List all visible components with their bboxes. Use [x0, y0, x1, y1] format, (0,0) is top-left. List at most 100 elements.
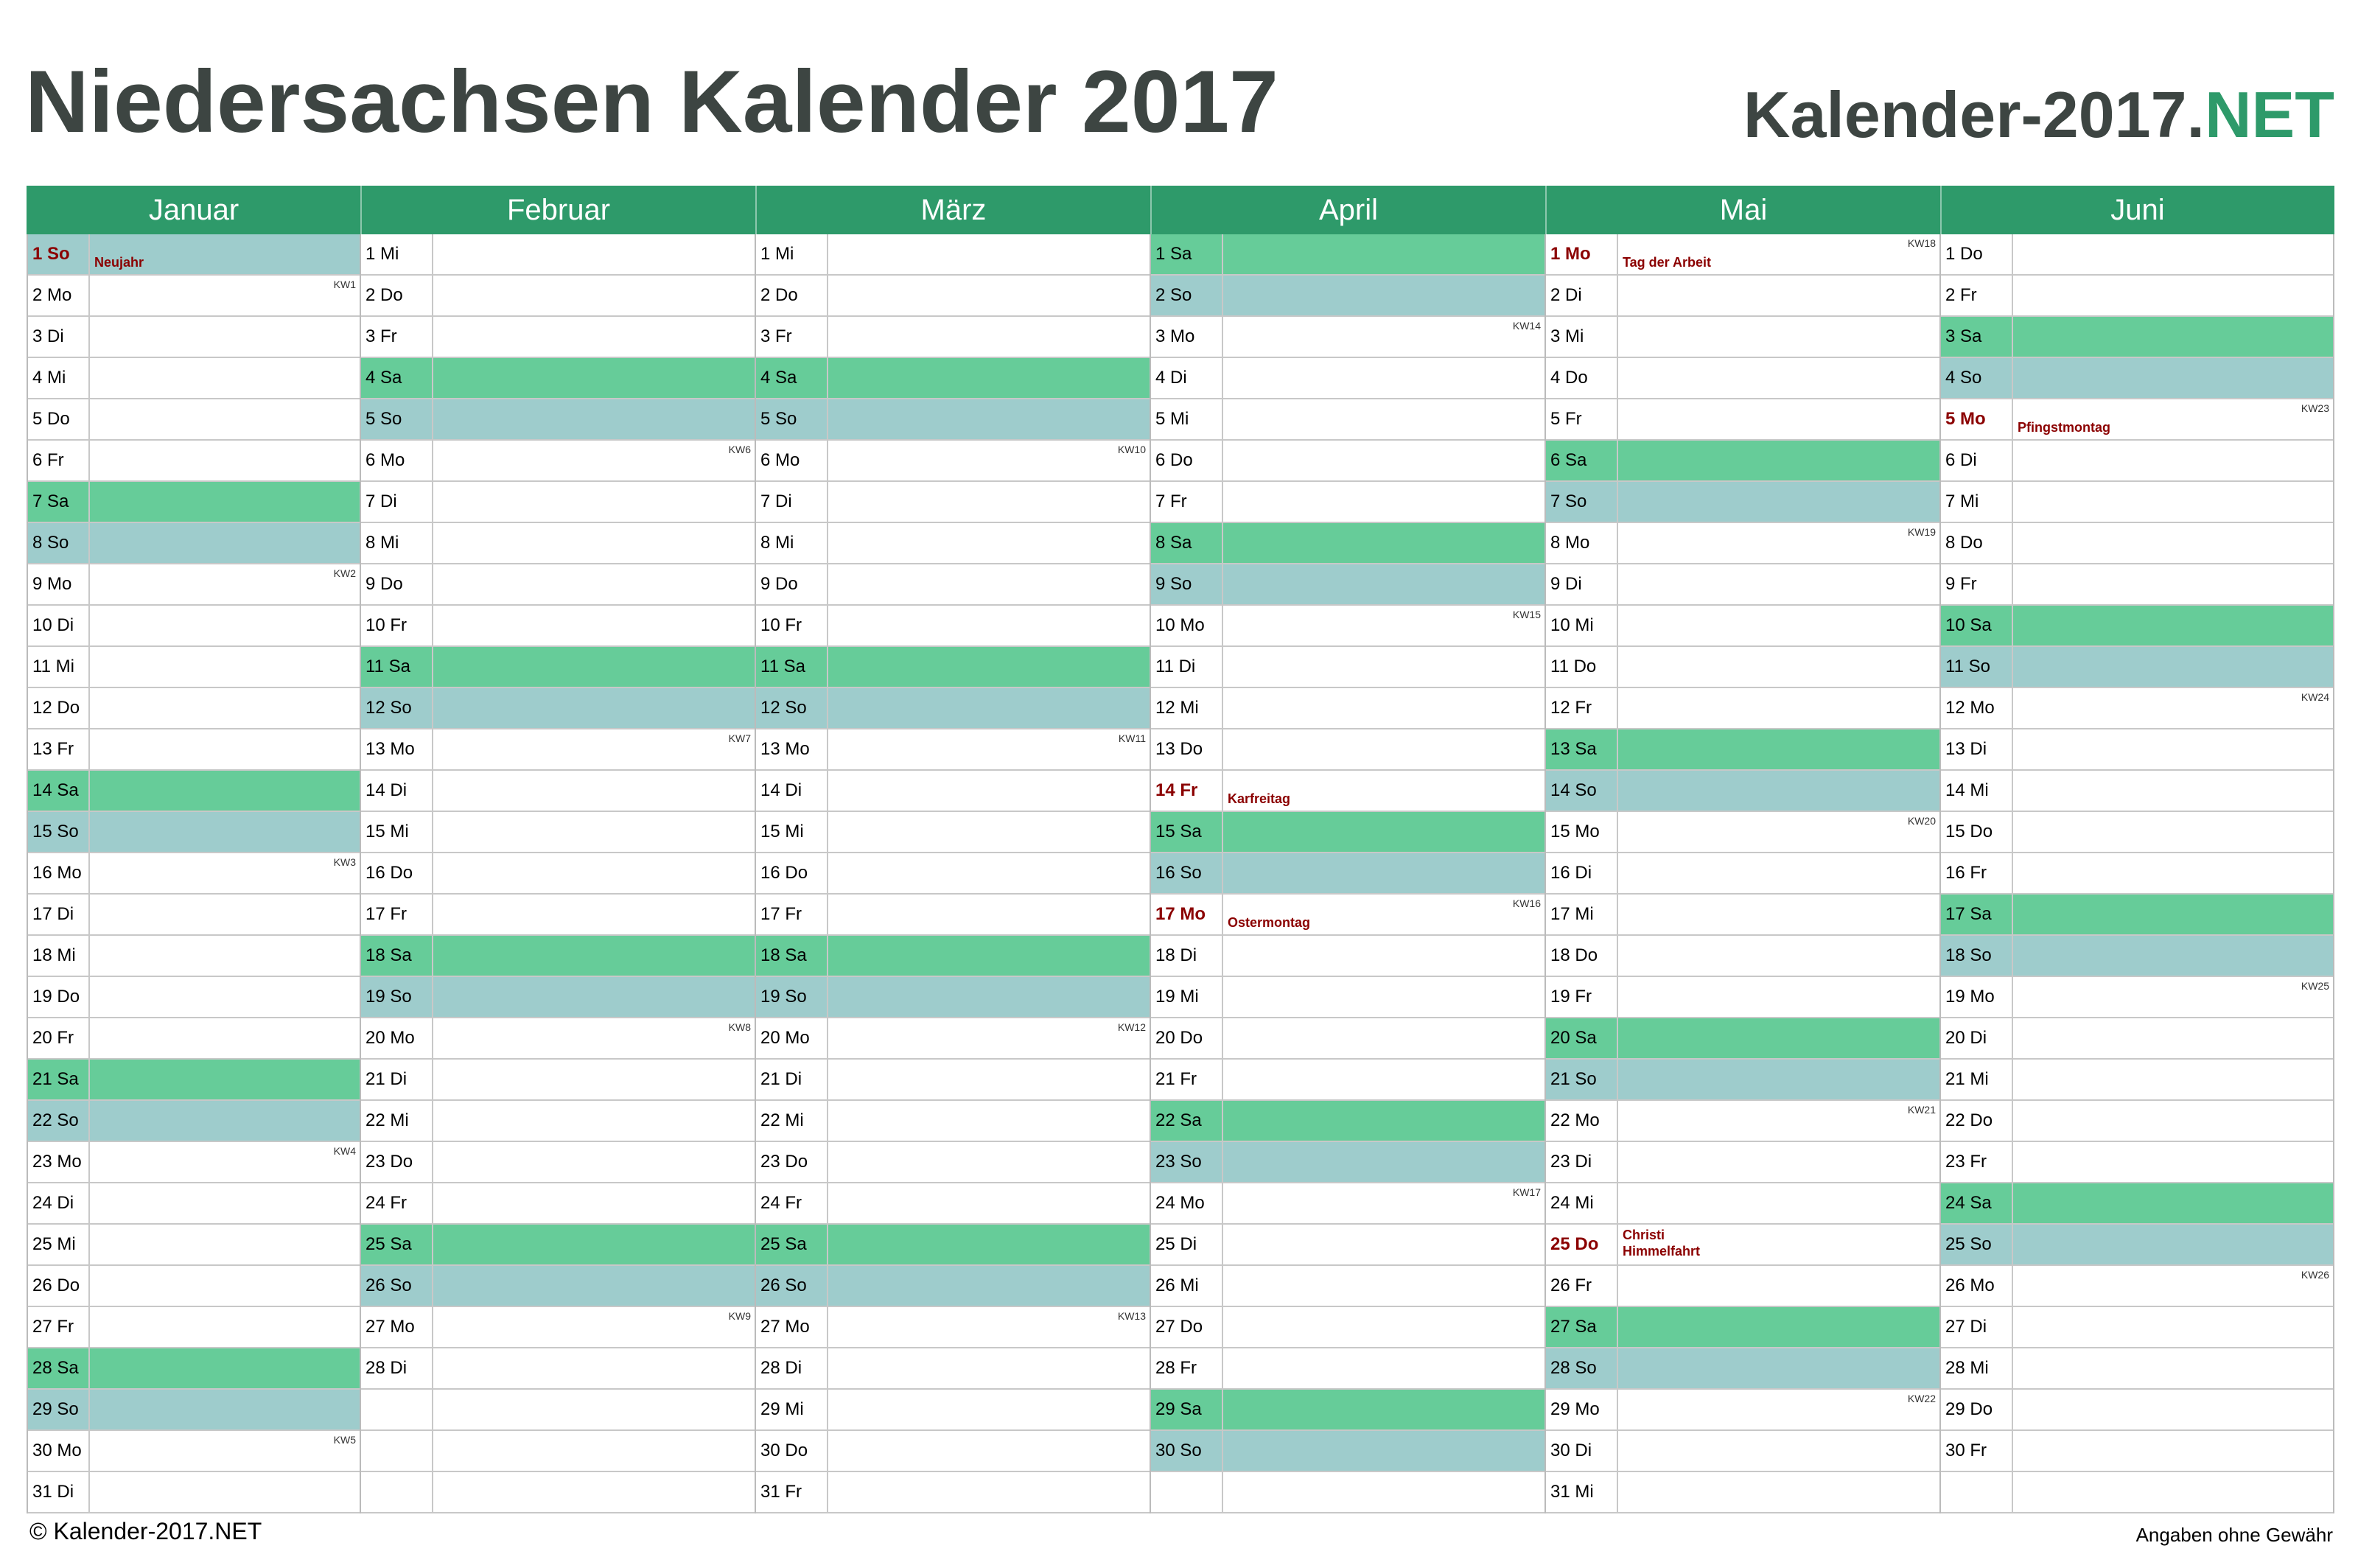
day-row: 26 So [361, 1266, 755, 1307]
day-row: 16 Fr [1941, 853, 2333, 895]
holiday-name: Pfingstmontag [2018, 420, 2110, 435]
day-row: 25 Sa [361, 1225, 755, 1266]
day-row: 22 So [28, 1101, 360, 1142]
day-label: 17 Sa [1941, 895, 2013, 934]
day-row: 14 Mi [1941, 771, 2333, 812]
day-row: 6 Mo KW10 [756, 441, 1150, 482]
day-row: 29 Mo KW22 [1546, 1390, 1939, 1431]
day-row: 10 Fr [361, 606, 755, 647]
day-row: 1 Mi [756, 234, 1150, 276]
day-row: 10 Sa [1941, 606, 2333, 647]
day-label: 6 Sa [1546, 441, 1618, 480]
day-label: 11 Sa [756, 647, 828, 687]
day-label: 19 Do [28, 977, 90, 1017]
day-label: 21 So [1546, 1060, 1618, 1099]
day-row: 12 Mo KW24 [1941, 688, 2333, 729]
month-header-0: Januar [148, 193, 239, 226]
day-row: 8 Mi [361, 523, 755, 564]
day-row: 17 Di [28, 895, 360, 936]
day-label: 19 Mi [1151, 977, 1223, 1017]
day-row: 26 So [756, 1266, 1150, 1307]
calendar-week-number: KW2 [333, 567, 356, 579]
day-row: 14 So [1546, 771, 1939, 812]
day-row: 19 Do [28, 977, 360, 1018]
day-label: 4 Di [1151, 358, 1223, 398]
day-row: 1 Mo Tag der Arbeit KW18 [1546, 234, 1939, 276]
day-label: 31 Di [28, 1472, 90, 1512]
day-label: 7 So [1546, 482, 1618, 522]
day-label: 9 Do [756, 564, 828, 604]
day-row: 1 Mi [361, 234, 755, 276]
day-row: 13 Mo KW11 [756, 729, 1150, 771]
day-label: 17 Di [28, 895, 90, 934]
day-label: 3 Fr [756, 317, 828, 357]
day-label: 13 Sa [1546, 729, 1618, 769]
day-label: 4 So [1941, 358, 2013, 398]
day-label: 19 Fr [1546, 977, 1618, 1017]
day-label: 12 Mo [1941, 688, 2013, 728]
calendar-week-number: KW17 [1512, 1186, 1541, 1198]
day-row: 2 So [1151, 276, 1544, 317]
day-label: 14 So [1546, 771, 1618, 811]
day-label: 6 Di [1941, 441, 2013, 480]
empty-day-row [361, 1390, 755, 1431]
day-row: 8 Mi [756, 523, 1150, 564]
day-row: 20 Di [1941, 1018, 2333, 1060]
calendar-week-number: KW12 [1117, 1021, 1146, 1033]
day-row: 9 Fr [1941, 564, 2333, 606]
day-row: 1 Sa [1151, 234, 1544, 276]
day-label: 22 Do [1941, 1101, 2013, 1141]
day-label: 5 So [361, 399, 433, 439]
day-label: 31 Fr [756, 1472, 828, 1512]
day-label: 20 Sa [1546, 1018, 1618, 1058]
day-row: 21 Di [756, 1060, 1150, 1101]
day-label: 5 Do [28, 399, 90, 439]
day-row: 3 Fr [361, 317, 755, 358]
day-label: 28 So [1546, 1348, 1618, 1388]
day-row: 26 Fr [1546, 1266, 1939, 1307]
day-row: 30 Fr [1941, 1431, 2333, 1472]
day-label: 8 Mo [1546, 523, 1618, 563]
day-row: 12 Do [28, 688, 360, 729]
calendar-week-number: KW23 [2301, 402, 2329, 414]
day-label: 1 Mo [1546, 234, 1618, 274]
day-row: 28 Sa [28, 1348, 360, 1390]
day-label: 24 Fr [361, 1183, 433, 1223]
day-row: 6 Fr [28, 441, 360, 482]
day-label: 15 Mo [1546, 812, 1618, 852]
day-label: 2 Di [1546, 276, 1618, 315]
day-label: 17 Fr [361, 895, 433, 934]
day-label: 16 Do [756, 853, 828, 893]
day-label: 13 Mo [756, 729, 828, 769]
brand-logo: Kalender-2017.NET [1743, 83, 2334, 147]
calendar-week-number: KW11 [1118, 732, 1146, 744]
day-label: 26 So [756, 1266, 828, 1306]
day-row: 30 Mo KW5 [28, 1431, 360, 1472]
calendar-week-number: KW8 [728, 1021, 751, 1033]
day-row: 27 Di [1941, 1307, 2333, 1348]
day-label: 30 So [1151, 1431, 1223, 1471]
month-column: 1 Mo Tag der Arbeit KW18 2 Di 3 Mi 4 Do 5 Fr 6 … [1546, 234, 1941, 1513]
day-label: 6 Fr [28, 441, 90, 480]
day-row: 4 Di [1151, 358, 1544, 399]
day-label: 27 Do [1151, 1307, 1223, 1347]
day-row: 27 Sa [1546, 1307, 1939, 1348]
day-row: 30 So [1151, 1431, 1544, 1472]
day-label: 23 Fr [1941, 1142, 2013, 1182]
empty-date-cell [361, 1431, 433, 1471]
day-row: 16 So [1151, 853, 1544, 895]
day-label: 17 Fr [756, 895, 828, 934]
day-label: 30 Mo [28, 1431, 90, 1471]
day-label: 19 So [361, 977, 433, 1017]
day-row: 3 Fr [756, 317, 1150, 358]
day-row: 4 Mi [28, 358, 360, 399]
month-header-1: Februar [506, 193, 611, 226]
day-row: 30 Di [1546, 1431, 1939, 1472]
day-row: 19 So [361, 977, 755, 1018]
day-label: 16 Fr [1941, 853, 2013, 893]
day-row: 6 Do [1151, 441, 1544, 482]
brand-tld: NET [2205, 78, 2334, 151]
day-row: 24 Mi [1546, 1183, 1939, 1225]
day-row: 22 Mo KW21 [1546, 1101, 1939, 1142]
day-label: 24 Sa [1941, 1183, 2013, 1223]
